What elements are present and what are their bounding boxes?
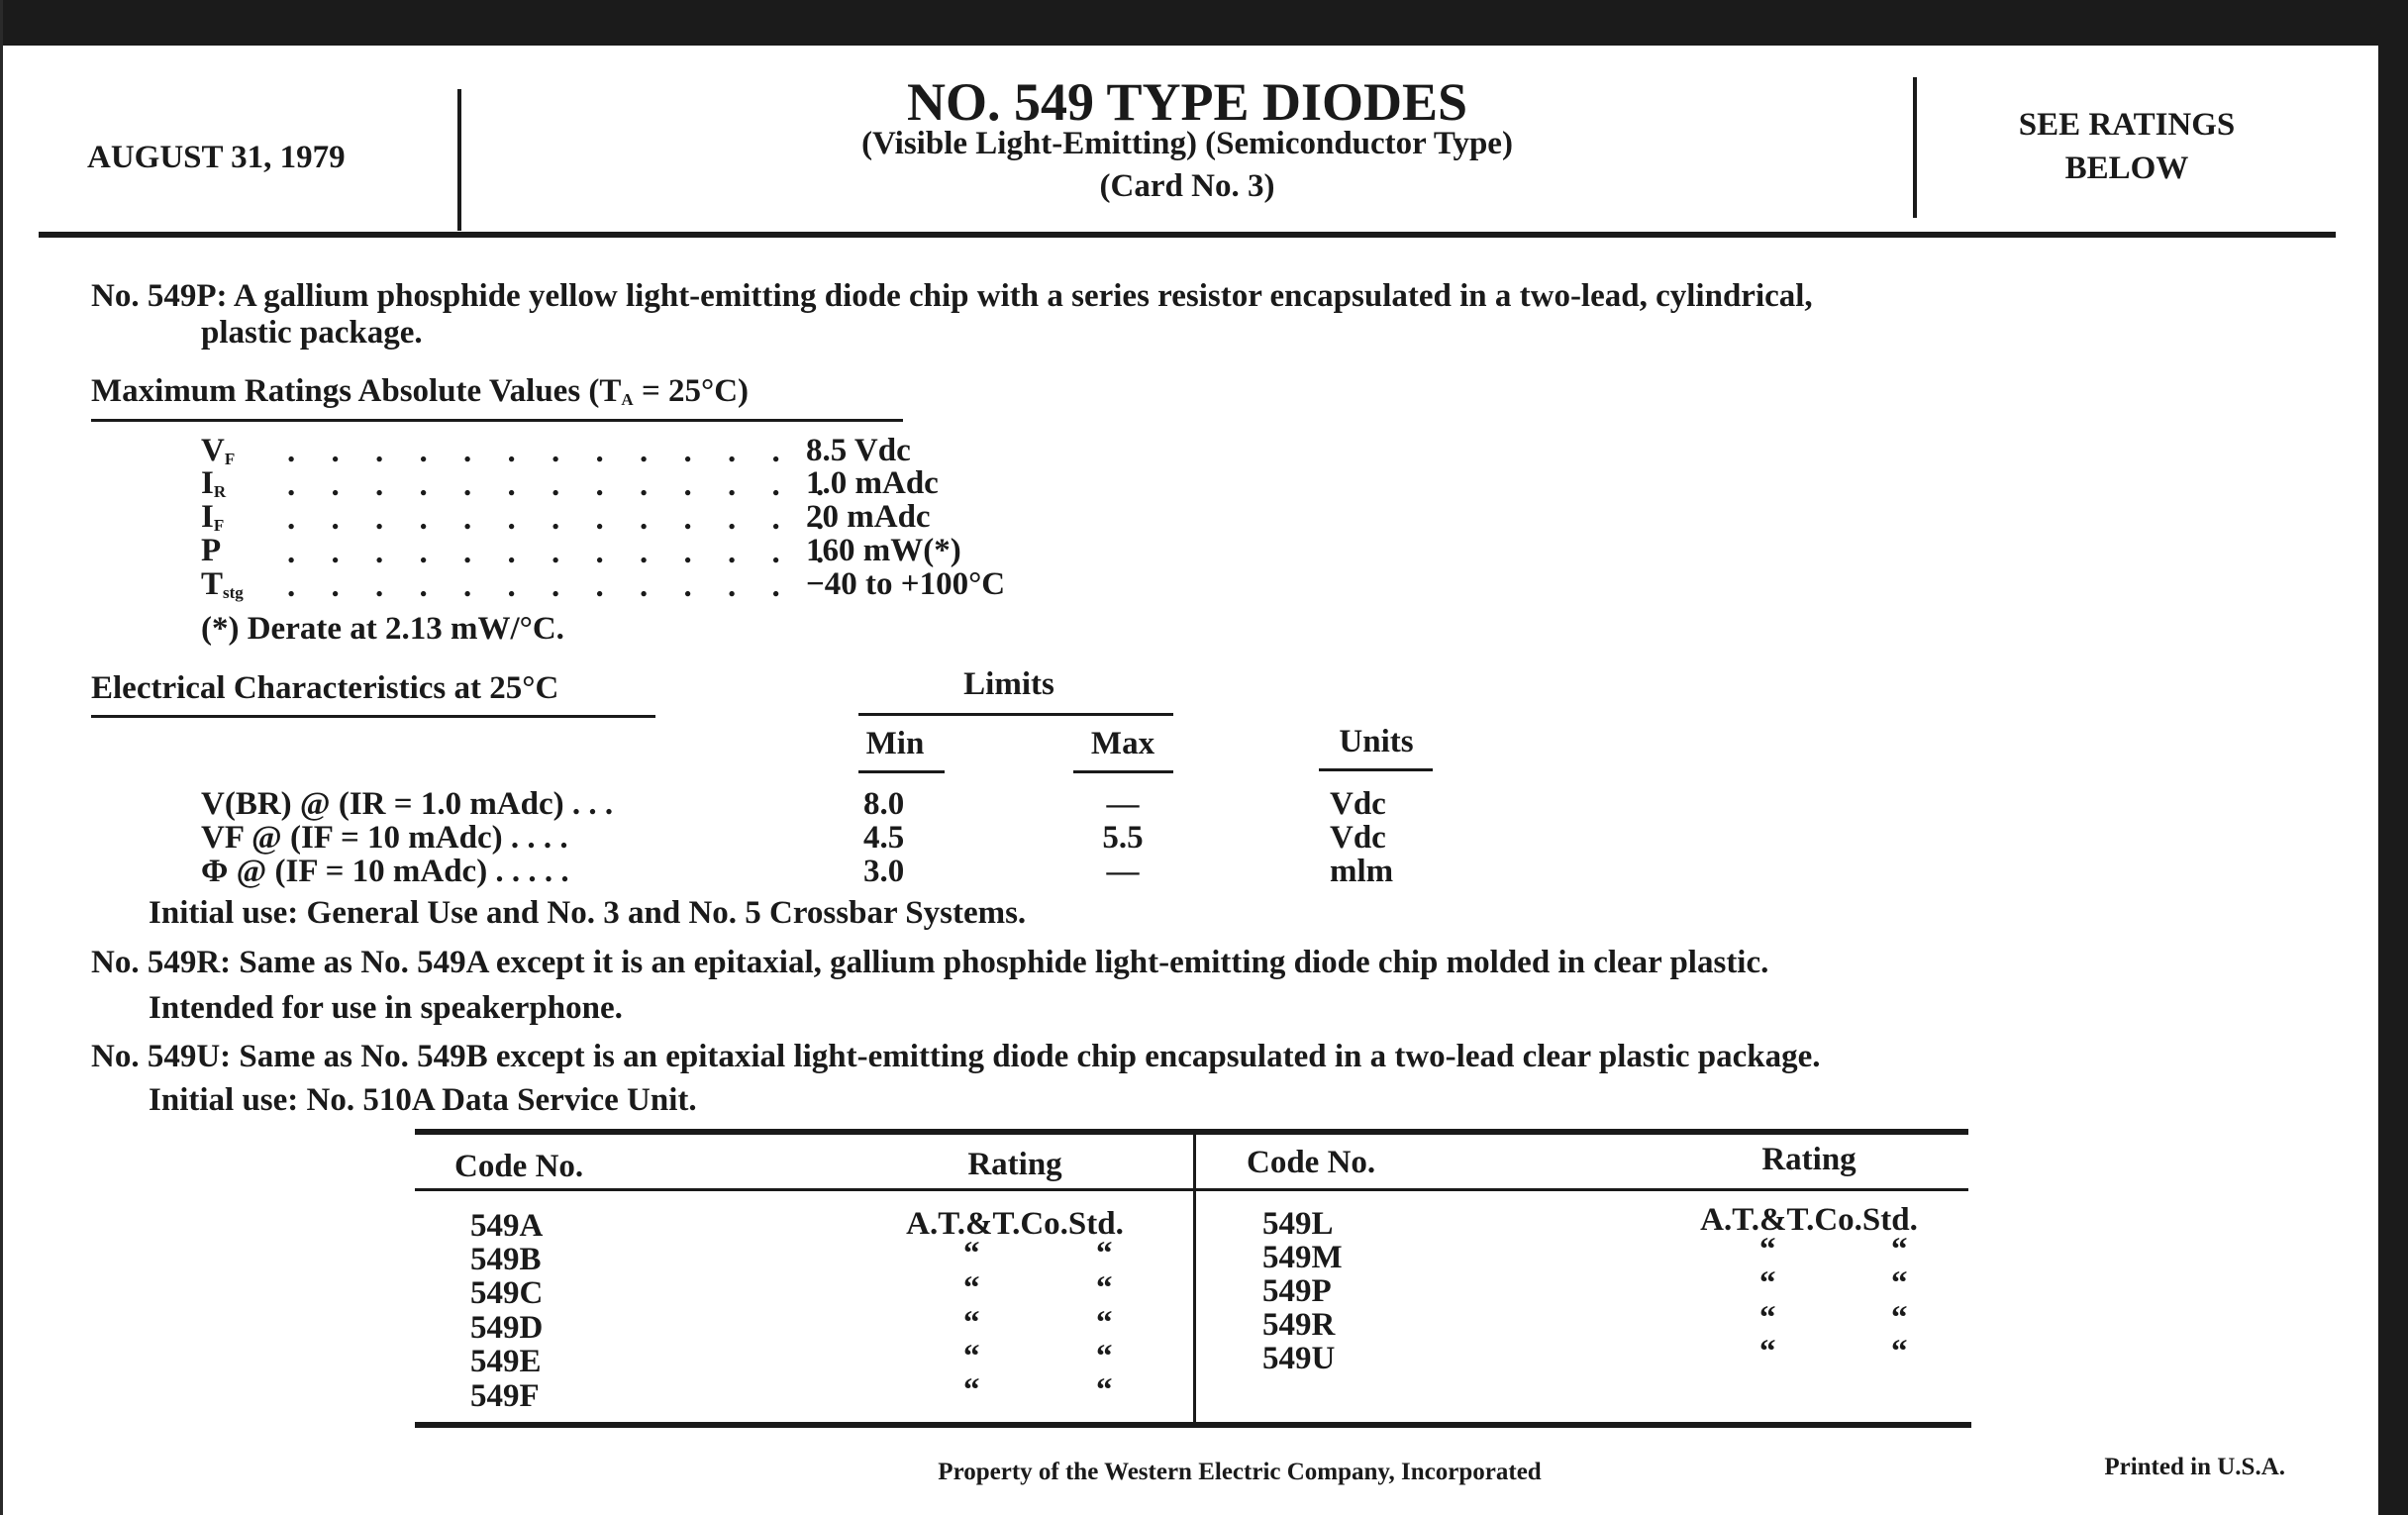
char-units-vbr: Vdc bbox=[1330, 786, 1386, 822]
description-549u: No. 549U: Same as No. 549B except is an … bbox=[91, 1039, 1821, 1074]
ditto-mark: “ bbox=[963, 1305, 980, 1341]
code-549l: 549L bbox=[1262, 1206, 1334, 1242]
ditto-mark: “ bbox=[1096, 1372, 1113, 1408]
ditto-mark: “ bbox=[1759, 1265, 1776, 1301]
code-549a: 549A bbox=[470, 1208, 544, 1244]
ditto-mark: “ bbox=[1891, 1300, 1908, 1336]
char-units-phi: mlm bbox=[1330, 854, 1394, 889]
electrical-underline bbox=[91, 715, 655, 718]
code-549c: 549C bbox=[470, 1275, 544, 1311]
rating-symbol-ir: IR bbox=[201, 465, 227, 501]
rating-symbol-tstg: Tstg bbox=[201, 566, 244, 602]
card-number: (Card No. 3) bbox=[1099, 168, 1275, 204]
max-ratings-underline bbox=[91, 419, 903, 422]
char-min-phi: 3.0 bbox=[863, 854, 905, 889]
min-header: Min bbox=[865, 726, 925, 761]
ditto-mark: “ bbox=[1891, 1232, 1908, 1267]
description-549r-cont: Intended for use in speakerphone. bbox=[149, 990, 623, 1026]
table-header-rule bbox=[415, 1188, 1968, 1191]
description-549p-cont: plastic package. bbox=[201, 315, 423, 351]
scan-border-right bbox=[2378, 0, 2408, 1515]
code-549r: 549R bbox=[1262, 1307, 1336, 1343]
ditto-mark: “ bbox=[1096, 1305, 1113, 1341]
description-549p: No. 549P: A gallium phosphide yellow lig… bbox=[91, 278, 1813, 314]
page-title: NO. 549 TYPE DIODES bbox=[906, 72, 1468, 132]
rating-symbol-p: P bbox=[201, 533, 222, 568]
ditto-mark: “ bbox=[1759, 1232, 1776, 1267]
ditto-mark: “ bbox=[1096, 1236, 1113, 1271]
code-549b: 549B bbox=[470, 1242, 542, 1277]
scan-border-top bbox=[0, 0, 2408, 46]
code-549d: 549D bbox=[470, 1310, 544, 1346]
rating-value-vf: 8.5 Vdc bbox=[806, 433, 911, 468]
ditto-mark: “ bbox=[963, 1236, 980, 1271]
derate-note: (*) Derate at 2.13 mW/°C. bbox=[201, 611, 564, 647]
header-rating-right: Rating bbox=[1761, 1142, 1856, 1177]
ditto-mark: “ bbox=[963, 1339, 980, 1374]
ditto-mark: “ bbox=[1759, 1300, 1776, 1336]
ditto-mark: “ bbox=[963, 1372, 980, 1408]
max-ratings-heading: Maximum Ratings Absolute Values (TA = 25… bbox=[91, 373, 750, 409]
rating-value-if: 20 mAdc bbox=[806, 499, 931, 535]
header-divider-left bbox=[457, 89, 461, 231]
footer-printed: Printed in U.S.A. bbox=[2104, 1454, 2285, 1480]
code-549u: 549U bbox=[1262, 1341, 1336, 1376]
units-underline bbox=[1319, 768, 1433, 771]
ditto-mark: “ bbox=[1891, 1265, 1908, 1301]
table-divider bbox=[1193, 1135, 1196, 1422]
table-bottom-rule bbox=[415, 1422, 1971, 1428]
min-underline bbox=[858, 770, 945, 773]
units-header: Units bbox=[1339, 724, 1414, 759]
limits-underline bbox=[858, 713, 1173, 716]
char-max-vbr: — bbox=[1106, 786, 1140, 822]
electrical-heading: Electrical Characteristics at 25°C bbox=[91, 670, 559, 706]
char-max-vf: 5.5 bbox=[1102, 820, 1144, 856]
char-min-vbr: 8.0 bbox=[863, 786, 905, 822]
max-underline bbox=[1073, 770, 1173, 773]
see-ratings-below: BELOW bbox=[2064, 151, 2189, 186]
limits-header: Limits bbox=[963, 666, 1054, 702]
header-rule bbox=[39, 232, 2336, 238]
ditto-mark: “ bbox=[1096, 1339, 1113, 1374]
char-label-vbr: V(BR) @ (IR = 1.0 mAdc) . . . bbox=[201, 786, 614, 822]
table-top-rule bbox=[415, 1129, 1968, 1135]
rating-std-right: A.T.&T.Co.Std. bbox=[1700, 1202, 1918, 1238]
max-header: Max bbox=[1090, 726, 1155, 761]
header-divider-right bbox=[1913, 77, 1917, 218]
header-code-left: Code No. bbox=[454, 1149, 584, 1184]
char-units-vf: Vdc bbox=[1330, 820, 1386, 856]
header-code-right: Code No. bbox=[1247, 1145, 1376, 1180]
code-549f: 549F bbox=[470, 1378, 540, 1414]
date: AUGUST 31, 1979 bbox=[87, 140, 346, 175]
header-rating-left: Rating bbox=[967, 1147, 1062, 1182]
leader-dots: . . . . . . . . . . . .. . . . . . . . .… bbox=[287, 434, 839, 604]
description-549r: No. 549R: Same as No. 549A except it is … bbox=[91, 945, 1769, 980]
rating-std-left: A.T.&T.Co.Std. bbox=[906, 1206, 1124, 1242]
rating-symbol-if: IF bbox=[201, 499, 225, 535]
description-549u-cont: Initial use: No. 510A Data Service Unit. bbox=[149, 1082, 697, 1118]
ditto-mark: “ bbox=[1759, 1334, 1776, 1369]
code-549m: 549M bbox=[1262, 1240, 1343, 1275]
char-min-vf: 4.5 bbox=[863, 820, 905, 856]
code-549p: 549P bbox=[1262, 1273, 1332, 1309]
rating-value-p: 160 mW(*) bbox=[806, 533, 961, 568]
rating-symbol-vf: VF bbox=[201, 433, 236, 468]
code-549e: 549E bbox=[470, 1344, 542, 1379]
char-label-vf: VF @ (IF = 10 mAdc) . . . . bbox=[201, 820, 568, 856]
char-max-phi: — bbox=[1106, 854, 1140, 889]
ditto-mark: “ bbox=[1891, 1334, 1908, 1369]
rating-value-ir: 1.0 mAdc bbox=[806, 465, 939, 501]
char-label-phi: Φ @ (IF = 10 mAdc) . . . . . bbox=[201, 854, 569, 889]
see-ratings: SEE RATINGS bbox=[2018, 107, 2236, 143]
ditto-mark: “ bbox=[1096, 1270, 1113, 1306]
ditto-mark: “ bbox=[963, 1270, 980, 1306]
footer-property: Property of the Western Electric Company… bbox=[938, 1459, 1542, 1485]
initial-use-549p: Initial use: General Use and No. 3 and N… bbox=[149, 895, 1027, 931]
scan-border-left bbox=[0, 0, 3, 1515]
rating-value-tstg: −40 to +100°C bbox=[806, 566, 1006, 602]
subtitle: (Visible Light-Emitting) (Semiconductor … bbox=[861, 126, 1513, 161]
